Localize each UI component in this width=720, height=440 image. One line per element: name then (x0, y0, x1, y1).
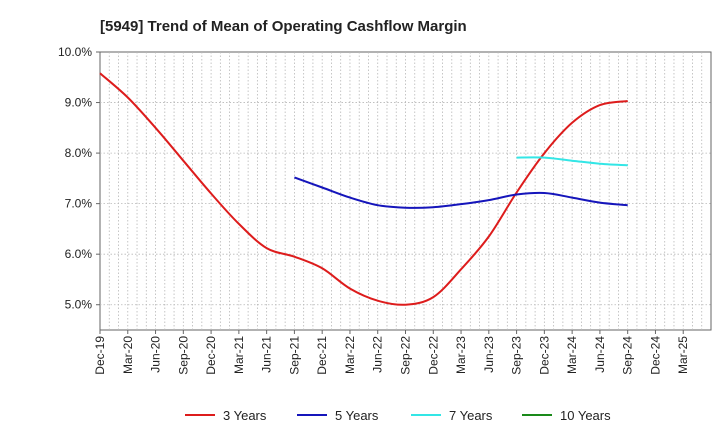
x-tick-label: Jun-23 (482, 336, 496, 373)
x-tick-label: Mar-24 (565, 336, 579, 374)
y-tick-label: 5.0% (65, 298, 93, 312)
y-tick-label: 7.0% (65, 197, 93, 211)
plot-area (99, 51, 712, 331)
x-tick-label: Sep-23 (510, 336, 524, 375)
series-line-7-years (516, 156, 628, 167)
x-tick-label: Jun-20 (149, 336, 163, 373)
x-tick-label: Mar-23 (454, 336, 468, 374)
x-tick-label: Jun-22 (371, 336, 385, 373)
x-tick-label: Sep-21 (287, 336, 301, 375)
legend-label-10-years: 10 Years (560, 408, 611, 423)
x-tick-label: Jun-24 (593, 336, 607, 373)
x-gridlines (108, 52, 703, 330)
x-tick-label: Sep-24 (621, 336, 635, 375)
y-tick-label: 9.0% (65, 96, 93, 110)
legend-label-5-years: 5 Years (335, 408, 379, 423)
x-tick-label: Dec-24 (648, 336, 662, 375)
series-line-5-years (294, 176, 628, 209)
x-tick-label: Sep-22 (399, 336, 413, 375)
series-line-3-years (99, 72, 628, 306)
x-tick-label: Mar-25 (676, 336, 690, 374)
y-axis: 5.0% 6.0% 7.0% 8.0% 9.0% 10.0% (58, 45, 100, 312)
x-tick-label: Mar-22 (343, 336, 357, 374)
x-tick-label: Sep-20 (176, 336, 190, 375)
legend: 3 Years 5 Years 7 Years 10 Years (185, 408, 611, 423)
x-tick-label: Dec-20 (204, 336, 218, 375)
series-layer (99, 72, 628, 306)
x-tick-label: Dec-23 (537, 336, 551, 375)
legend-label-3-years: 3 Years (223, 408, 267, 423)
x-tick-label: Mar-21 (232, 336, 246, 374)
x-tick-label: Dec-21 (315, 336, 329, 375)
y-tick-label: 6.0% (65, 247, 93, 261)
legend-label-7-years: 7 Years (449, 408, 493, 423)
x-axis: Dec-19 Mar-20 Jun-20 Sep-20 Dec-20 Mar-21 Jun-… (93, 330, 690, 375)
x-tick-label: Mar-20 (121, 336, 135, 374)
y-tick-label: 8.0% (65, 146, 93, 160)
chart-title: [5949] Trend of Mean of Operating Cashfl… (100, 18, 467, 35)
y-tick-label: 10.0% (58, 45, 92, 59)
x-tick-label: Dec-19 (93, 336, 107, 375)
x-tick-label: Dec-22 (426, 336, 440, 375)
x-tick-label: Jun-21 (260, 336, 274, 373)
